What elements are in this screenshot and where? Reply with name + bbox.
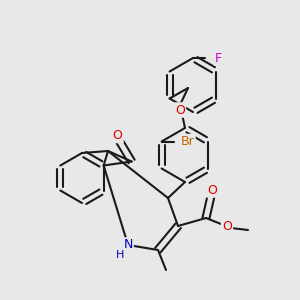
Text: Br: Br [181,135,194,148]
Text: O: O [222,220,232,233]
Text: N: N [123,238,133,251]
Text: O: O [207,184,217,196]
Text: O: O [113,129,123,142]
Text: F: F [214,52,222,64]
Text: H: H [116,250,124,260]
Text: O: O [175,103,185,116]
